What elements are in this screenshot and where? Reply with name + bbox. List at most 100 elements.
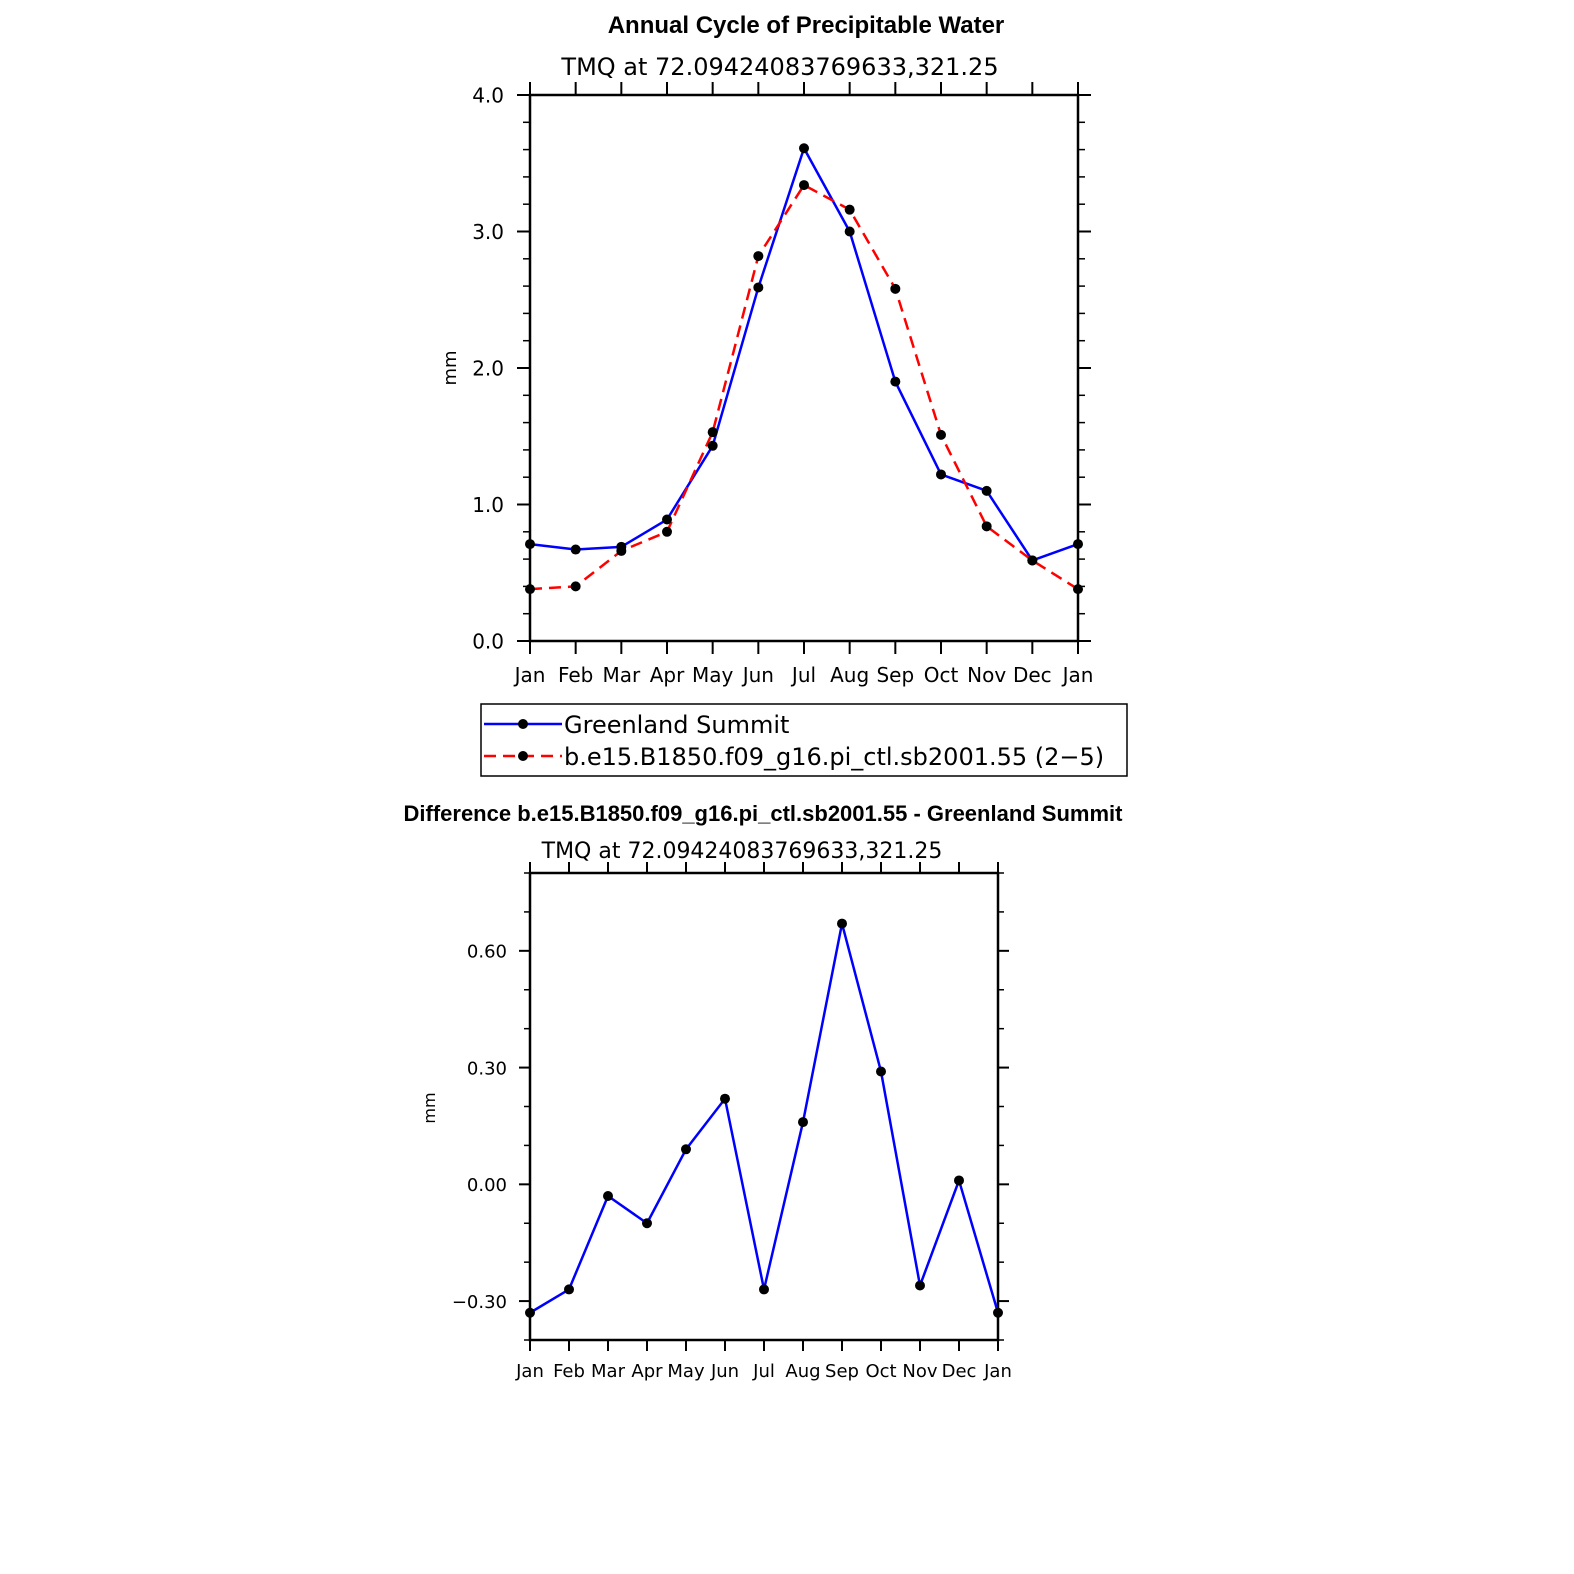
data-point xyxy=(662,514,672,525)
data-point xyxy=(681,1144,691,1155)
y-tick-labels: −0.30 0.00 0.30 0.60 xyxy=(452,942,507,1313)
series-line-0 xyxy=(529,146,1079,562)
legend-marker-model xyxy=(518,751,528,761)
x-tick-label: Feb xyxy=(553,1361,585,1382)
x-tick-label: Oct xyxy=(924,663,959,687)
x-tick-label: Jul xyxy=(752,1361,775,1382)
x-tick-label: Apr xyxy=(650,663,685,687)
series-line-1 xyxy=(529,183,1079,591)
difference-chart: Difference b.e15.B1850.f09_g16.pi_ctl.sb… xyxy=(404,801,1124,1382)
data-point xyxy=(525,539,535,550)
data-point xyxy=(844,226,855,237)
legend-marker-greenland-summit xyxy=(518,719,528,729)
plot-frame xyxy=(528,871,1000,1342)
annual-cycle-chart: Annual Cycle of Precipitable Water TMQ a… xyxy=(440,12,1128,777)
data-point xyxy=(798,1117,808,1128)
x-tick-label: Sep xyxy=(825,1361,859,1382)
x-tick-label: Jun xyxy=(710,1361,739,1382)
series-group xyxy=(525,918,1003,1318)
data-point xyxy=(525,1307,535,1318)
x-tick-label: May xyxy=(667,1361,705,1382)
data-point xyxy=(844,204,855,215)
x-tick-label: Mar xyxy=(591,1361,626,1382)
x-tick-label: Nov xyxy=(967,663,1006,687)
data-point xyxy=(720,1093,730,1104)
chart-title: Difference b.e15.B1850.f09_g16.pi_ctl.sb… xyxy=(404,801,1124,826)
x-tick-label: Jun xyxy=(741,663,774,687)
data-point xyxy=(876,1066,886,1077)
x-tick-label: Dec xyxy=(942,1361,977,1382)
x-tick-label: Aug xyxy=(785,1361,820,1382)
x-tick-label: Nov xyxy=(902,1361,937,1382)
data-point xyxy=(936,429,946,440)
x-tick-label: Jan xyxy=(1061,663,1094,687)
x-tick-label: Jan xyxy=(513,663,546,687)
axis-ticks xyxy=(519,862,1009,1351)
x-tick-labels: Jan Feb Mar Apr May Jun Jul Aug Sep Oct Nov Dec Jan xyxy=(515,1361,1012,1382)
data-point xyxy=(981,485,992,496)
y-tick-label: 4.0 xyxy=(472,84,504,108)
x-tick-label: Jan xyxy=(983,1361,1012,1382)
x-tick-label: May xyxy=(692,663,734,687)
y-tick-label: 0.00 xyxy=(467,1175,507,1196)
data-point xyxy=(1073,584,1083,595)
legend-box xyxy=(480,703,1128,777)
data-point xyxy=(1027,555,1038,566)
data-point xyxy=(525,584,535,595)
y-tick-label: 1.0 xyxy=(472,493,504,517)
data-point xyxy=(603,1191,613,1202)
data-point xyxy=(642,1218,652,1229)
legend-label-greenland-summit: Greenland Summit xyxy=(564,711,789,739)
y-tick-label: 2.0 xyxy=(472,357,504,381)
legend-label-model: b.e15.B1850.f09_g16.pi_ctl.sb2001.55 (2−… xyxy=(564,743,1104,771)
axis-ticks xyxy=(517,82,1091,654)
x-tick-label: Oct xyxy=(865,1361,896,1382)
data-point xyxy=(570,544,581,555)
data-point xyxy=(915,1280,925,1291)
data-point xyxy=(799,180,809,191)
data-point xyxy=(954,1175,964,1186)
data-point xyxy=(993,1307,1003,1318)
x-tick-labels: Jan Feb Mar Apr May Jun Jul Aug Sep Oct Nov Dec Jan xyxy=(513,663,1094,687)
x-tick-label: Dec xyxy=(1013,663,1052,687)
data-point xyxy=(799,143,809,154)
x-tick-label: Jul xyxy=(790,663,816,687)
x-tick-label: Feb xyxy=(558,663,593,687)
x-tick-label: Apr xyxy=(631,1361,663,1382)
series-group xyxy=(525,143,1083,595)
data-point xyxy=(753,251,764,262)
data-point xyxy=(662,526,672,537)
y-tick-label: −0.30 xyxy=(452,1292,507,1313)
data-point xyxy=(707,440,718,451)
data-point xyxy=(616,545,627,556)
data-point xyxy=(564,1284,574,1295)
chart-title: Annual Cycle of Precipitable Water xyxy=(608,12,1005,39)
data-point xyxy=(890,283,901,294)
chart-subtitle: TMQ at 72.09424083769633,321.25 xyxy=(560,53,998,81)
y-tick-label: 3.0 xyxy=(472,220,504,244)
legend: Greenland Summit b.e15.B1850.f09_g16.pi_… xyxy=(480,703,1128,777)
x-tick-label: Jan xyxy=(515,1361,544,1382)
x-tick-label: Mar xyxy=(602,663,641,687)
data-point xyxy=(759,1284,769,1295)
data-point xyxy=(707,427,718,438)
y-axis-label: mm xyxy=(420,1092,439,1123)
y-axis-label: mm xyxy=(440,350,461,385)
series-line-0 xyxy=(529,922,1000,1314)
data-point xyxy=(1073,539,1083,550)
data-point xyxy=(570,581,581,592)
x-tick-label: Sep xyxy=(876,663,914,687)
data-point xyxy=(936,469,946,480)
y-tick-label: 0.30 xyxy=(467,1058,507,1079)
data-point xyxy=(753,282,764,293)
y-tick-label: 0.0 xyxy=(472,630,504,654)
data-point xyxy=(981,521,992,532)
x-tick-label: Aug xyxy=(830,663,869,687)
chart-subtitle: TMQ at 72.09424083769633,321.25 xyxy=(541,839,943,864)
y-tick-labels: 0.0 1.0 2.0 3.0 4.0 xyxy=(472,84,504,654)
data-point xyxy=(837,918,847,929)
plot-frame xyxy=(528,93,1080,643)
y-tick-label: 0.60 xyxy=(467,942,507,963)
data-point xyxy=(890,376,901,387)
